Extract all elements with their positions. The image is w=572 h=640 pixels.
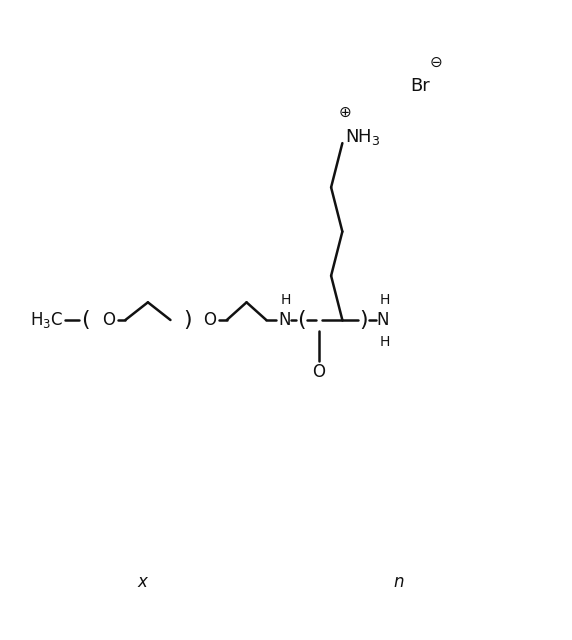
Text: (: ( <box>297 310 306 330</box>
Text: O: O <box>102 311 115 329</box>
Text: N: N <box>278 311 291 329</box>
Text: ): ) <box>359 310 368 330</box>
Text: x: x <box>137 573 147 591</box>
Text: O: O <box>312 363 325 381</box>
Text: NH$_3$: NH$_3$ <box>345 127 381 147</box>
Text: $\ominus$: $\ominus$ <box>428 55 442 70</box>
Text: $\oplus$: $\oplus$ <box>339 106 352 120</box>
Text: n: n <box>394 573 404 591</box>
Text: Br: Br <box>410 77 430 95</box>
Text: (: ( <box>82 310 90 330</box>
Text: N: N <box>377 311 389 329</box>
Text: O: O <box>204 311 216 329</box>
Text: H: H <box>281 292 291 307</box>
Text: H$_3$C: H$_3$C <box>30 310 63 330</box>
Text: H: H <box>379 292 390 307</box>
Text: H: H <box>379 335 390 349</box>
Text: ): ) <box>183 310 192 330</box>
